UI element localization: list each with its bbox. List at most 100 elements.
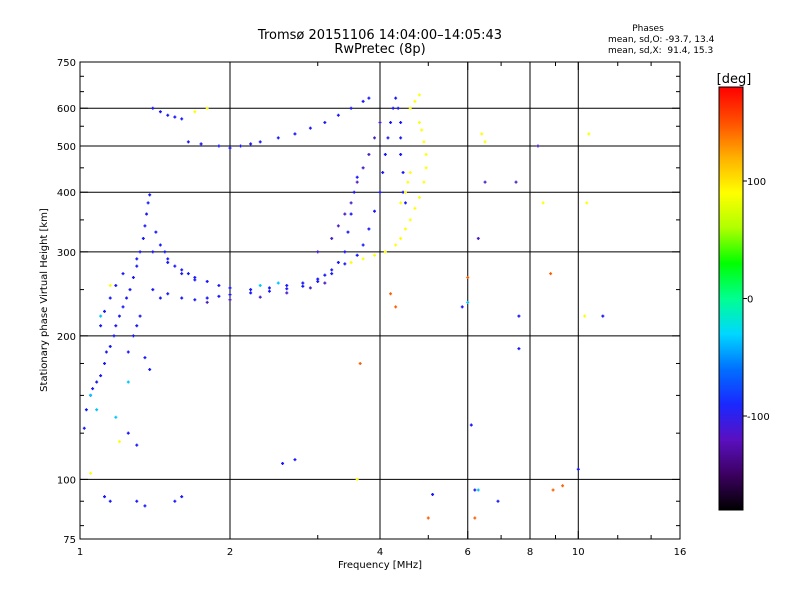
data-point [466, 300, 470, 304]
x-tick-label: 8 [527, 547, 533, 558]
data-point [383, 152, 387, 156]
data-point [476, 236, 480, 240]
data-point [399, 121, 403, 125]
colorbar-label: [deg] [717, 72, 752, 87]
data-point [349, 201, 353, 205]
data-point [323, 121, 327, 125]
data-point [549, 272, 553, 276]
data-point [355, 180, 359, 184]
data-point [143, 224, 147, 228]
data-point [601, 314, 605, 318]
data-point [406, 180, 410, 184]
data-point [330, 268, 334, 272]
data-point [125, 296, 129, 300]
data-point [381, 170, 385, 174]
data-point [285, 287, 289, 291]
data-point [95, 380, 99, 384]
data-point [180, 268, 184, 272]
data-point [205, 106, 209, 110]
data-point [99, 324, 103, 328]
data-point [367, 96, 371, 100]
data-point [373, 253, 377, 257]
data-point [180, 272, 184, 276]
data-point [330, 236, 334, 240]
data-point [151, 250, 155, 254]
data-point [394, 243, 398, 247]
data-point [145, 212, 149, 216]
data-point [403, 227, 407, 231]
data-point [95, 408, 99, 412]
data-point [103, 361, 107, 365]
data-point [355, 253, 359, 257]
data-point [143, 356, 147, 360]
data-point [361, 243, 365, 247]
data-point [180, 296, 184, 300]
data-point [258, 140, 262, 144]
data-point [316, 250, 320, 254]
data-point [330, 272, 334, 276]
data-point [267, 286, 271, 290]
data-point [158, 110, 162, 114]
data-point [217, 283, 221, 287]
chart-title-line2: RwPretec (8p) [334, 42, 425, 57]
x-tick-label: 1 [77, 547, 83, 558]
data-point [399, 236, 403, 240]
data-point [154, 230, 158, 234]
y-tick-label: 600 [57, 104, 76, 115]
data-point [349, 106, 353, 110]
data-point [355, 477, 359, 481]
data-point [135, 264, 139, 268]
chart-title-line1: Tromsø 20151106 14:04:00–14:05:43 [257, 28, 502, 43]
data-point [91, 387, 95, 391]
data-point [126, 431, 130, 435]
data-point [108, 344, 112, 348]
data-point [536, 144, 540, 148]
data-point [249, 288, 253, 292]
data-point [128, 288, 132, 292]
data-point [431, 492, 435, 496]
data-point [422, 140, 426, 144]
data-point [138, 250, 142, 254]
data-point [336, 260, 340, 264]
data-point [460, 305, 464, 309]
data-point [108, 499, 112, 503]
data-point [323, 281, 327, 285]
data-point [346, 230, 350, 234]
data-point [422, 180, 426, 184]
data-point [361, 257, 365, 261]
data-point [138, 314, 142, 318]
data-point [239, 144, 243, 148]
data-point [585, 201, 589, 205]
y-tick-label: 75 [63, 535, 76, 546]
data-point [469, 423, 473, 427]
data-point [141, 236, 145, 240]
y-tick-label: 500 [57, 142, 76, 153]
data-point [358, 361, 362, 365]
data-point [281, 461, 285, 465]
y-axis-label: Stationary phase Virtual Height [km] [39, 208, 50, 392]
data-point [117, 440, 121, 444]
data-points [82, 93, 605, 520]
y-tick-label: 750 [57, 58, 76, 69]
data-point [349, 260, 353, 264]
data-point [258, 295, 262, 299]
data-point [355, 175, 359, 179]
data-point [82, 426, 86, 430]
data-point [336, 113, 340, 117]
data-point [131, 334, 135, 338]
data-point [473, 516, 477, 520]
data-point [517, 314, 521, 318]
data-point [276, 136, 280, 140]
data-point [228, 286, 232, 290]
data-point [135, 324, 139, 328]
data-point [466, 276, 470, 280]
data-point [193, 110, 197, 114]
data-point [399, 136, 403, 140]
data-point [121, 272, 125, 276]
data-point [89, 393, 93, 397]
data-point [413, 99, 417, 103]
data-point [199, 142, 203, 146]
data-point [403, 201, 407, 205]
data-point [480, 132, 484, 136]
data-point [104, 350, 108, 354]
